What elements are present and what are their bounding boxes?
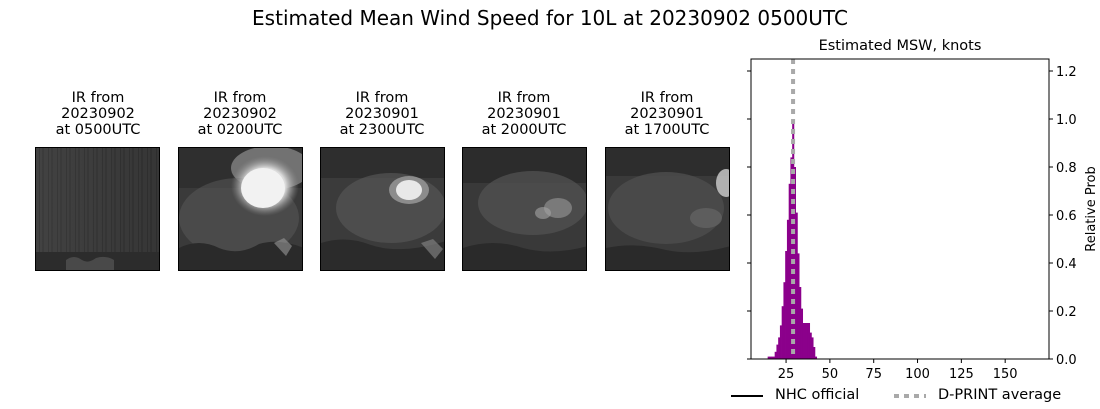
chart-title: Estimated MSW, knots: [819, 38, 982, 54]
ir-image-3: [320, 147, 445, 271]
ir-panel-title-4: IR from 20230901 at 2000UTC: [481, 90, 567, 138]
ir-panel-title-2: IR from 20230902 at 0200UTC: [197, 90, 283, 138]
histogram-bar: [797, 253, 800, 359]
y-tick-label: 0.6: [1056, 209, 1077, 224]
histogram-bar: [774, 351, 777, 359]
legend-dprint-label: D-PRINT average: [938, 387, 1062, 403]
histogram-bar: [814, 356, 818, 359]
y-tick-label: 1.2: [1056, 65, 1077, 80]
histogram-bar: [769, 356, 772, 359]
ir-image-1: [35, 147, 160, 271]
histogram-bar: [795, 212, 798, 359]
x-tick-label: 150: [993, 367, 1018, 382]
ir-image-2: [178, 147, 303, 271]
y-tick-label: 0.0: [1056, 353, 1077, 368]
histogram-bar: [804, 323, 807, 359]
y-tick-label: 0.2: [1056, 305, 1077, 320]
histogram-bar: [790, 157, 793, 359]
figure-title: Estimated Mean Wind Speed for 10L at 202…: [252, 6, 848, 30]
histogram-bar: [786, 219, 789, 359]
x-tick-label: 50: [822, 367, 839, 382]
plot-frame: [750, 58, 1050, 360]
y-tick-label: 1.0: [1056, 113, 1077, 128]
ir-panel-title-5: IR from 20230901 at 1700UTC: [624, 90, 710, 138]
histogram-bar: [783, 282, 786, 359]
ir-panel-title-1: IR from 20230902 at 0500UTC: [55, 90, 141, 138]
x-tick-label: 25: [778, 367, 795, 382]
y-tick-label: 0.4: [1056, 257, 1077, 272]
y-tick-label: 0.8: [1056, 161, 1077, 176]
histogram-bar: [799, 287, 802, 359]
histogram-bar: [776, 344, 779, 359]
x-tick-label: 125: [949, 367, 974, 382]
legend-nhc-label: NHC official: [775, 387, 860, 403]
histogram-bar: [811, 337, 814, 359]
histogram-bar: [788, 183, 791, 359]
x-tick-label: 100: [905, 367, 930, 382]
histogram-bar: [809, 332, 812, 359]
histogram-bar: [802, 323, 805, 359]
ir-image-5: [605, 147, 730, 271]
x-axis-ticks: 25 50 75 100 125 150: [778, 359, 1018, 382]
x-tick-label: 75: [865, 367, 882, 382]
histogram-bar: [806, 323, 809, 359]
ir-panel-title-3: IR from 20230901 at 2300UTC: [339, 90, 425, 138]
histogram-bar: [772, 356, 775, 359]
histogram-bar: [785, 251, 788, 359]
histogram-bar: [779, 325, 782, 359]
histogram-bar: [767, 356, 770, 359]
histogram-bar: [813, 347, 816, 359]
histogram-bar: [771, 356, 774, 359]
histogram-bar: [781, 306, 784, 359]
histogram-bar: [778, 337, 781, 359]
y-axis-label: Relative Prob: [1084, 166, 1099, 251]
histogram-bar: [807, 323, 811, 359]
histogram-bar: [800, 308, 804, 359]
ir-image-4: [462, 147, 587, 271]
y-axis-ticks: 0.0 0.2 0.4 0.6 0.8 1.0 1.2: [747, 65, 1077, 368]
